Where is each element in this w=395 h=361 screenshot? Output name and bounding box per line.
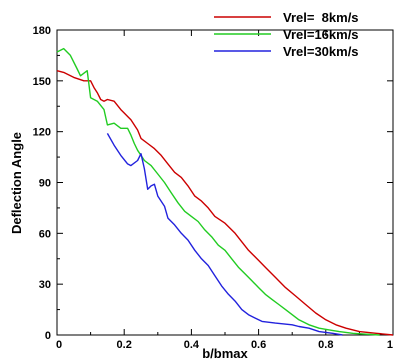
- y-axis-title: Deflection Angle: [9, 132, 24, 234]
- x-tick-label: 1: [387, 339, 393, 351]
- series-line-1: [56, 70, 394, 336]
- series-lines: [56, 47, 394, 336]
- series-line-3: [106, 133, 343, 336]
- y-tick-label: 30: [39, 279, 51, 291]
- y-tick-label: 90: [39, 178, 51, 190]
- y-tick-label: 120: [33, 127, 51, 139]
- x-tick-label: 0.2: [117, 339, 132, 351]
- legend-label-1: Vrel= 8km/s: [283, 10, 359, 25]
- y-tick-label: 0: [45, 330, 51, 342]
- legend-label-3: Vrel=30km/s: [283, 44, 359, 59]
- x-tick-label: 0: [56, 339, 62, 351]
- x-axis: 0 0.2 0.4 0.6 0.8 1: [56, 30, 394, 351]
- y-tick-label: 60: [39, 228, 51, 240]
- x-tick-label: 0.6: [251, 339, 266, 351]
- series-line-2: [56, 47, 380, 336]
- y-axis: 0 30 60 90 120 150 180: [33, 25, 393, 342]
- x-tick-label: 0.4: [184, 339, 200, 351]
- y-tick-label: 150: [33, 76, 51, 88]
- legend-label-2: Vrel=16km/s: [283, 27, 359, 42]
- y-tick-label: 180: [33, 25, 51, 37]
- x-tick-label: 0.8: [318, 339, 333, 351]
- x-axis-title: b/bmax: [202, 346, 248, 361]
- legend: Vrel= 8km/s Vrel=16km/s Vrel=30km/s: [214, 10, 359, 59]
